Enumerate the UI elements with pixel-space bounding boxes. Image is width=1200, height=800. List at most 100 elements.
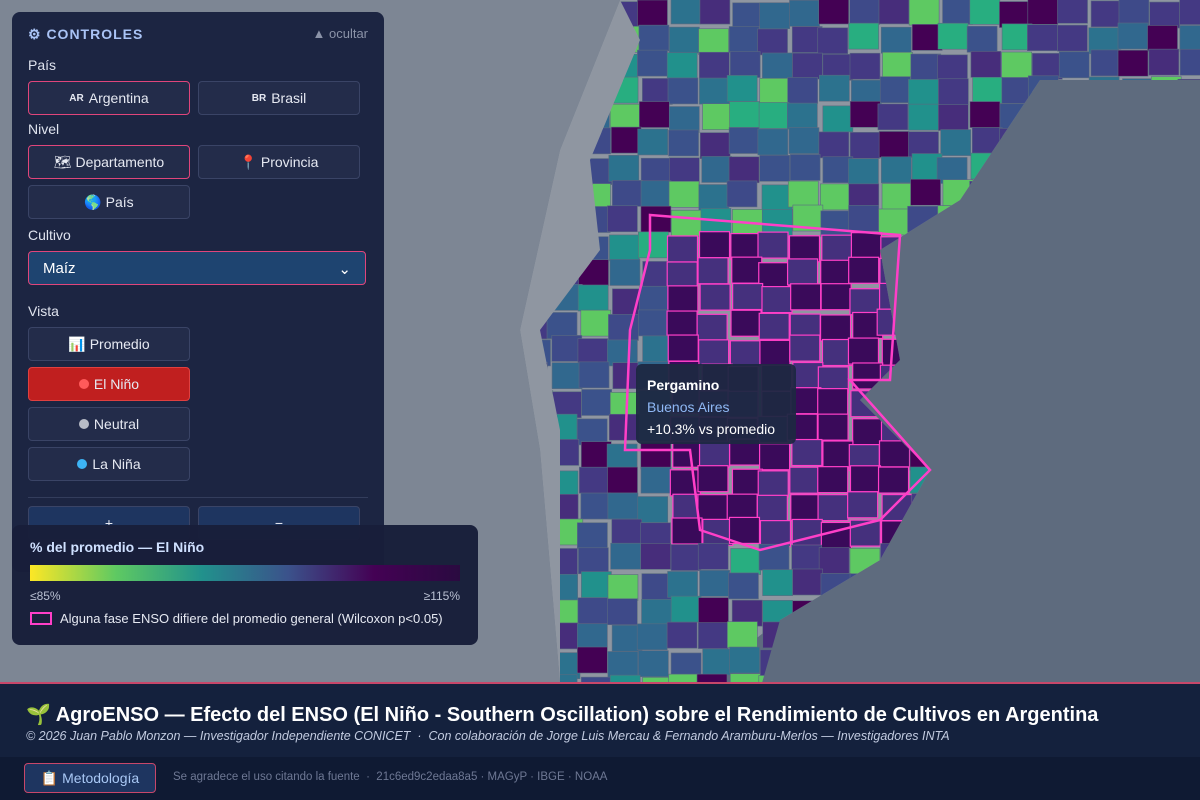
region[interactable] (881, 156, 912, 184)
region[interactable] (820, 521, 852, 550)
region[interactable] (848, 205, 879, 232)
region[interactable] (1117, 49, 1149, 77)
region[interactable] (727, 621, 758, 648)
region[interactable] (788, 235, 821, 263)
region[interactable] (936, 157, 968, 184)
region[interactable] (732, 2, 763, 30)
region[interactable] (581, 389, 612, 416)
region[interactable] (791, 544, 822, 572)
region[interactable] (730, 548, 762, 575)
region[interactable] (908, 0, 940, 26)
region[interactable] (1179, 48, 1200, 76)
region[interactable] (697, 257, 729, 285)
region[interactable] (1179, 0, 1200, 25)
region[interactable] (1118, 0, 1150, 26)
region[interactable] (820, 259, 852, 287)
region[interactable] (757, 128, 789, 156)
region[interactable] (847, 491, 879, 519)
region[interactable] (966, 25, 998, 53)
region[interactable] (580, 441, 612, 468)
region[interactable] (789, 334, 821, 362)
region[interactable] (607, 205, 638, 233)
region[interactable] (729, 646, 760, 674)
region[interactable] (577, 522, 608, 550)
region[interactable] (578, 361, 610, 389)
country-button[interactable]: BR Brasil (198, 81, 360, 115)
region[interactable] (728, 516, 761, 545)
region[interactable] (728, 572, 759, 600)
region[interactable] (697, 543, 729, 570)
region[interactable] (641, 573, 673, 600)
region[interactable] (666, 310, 698, 338)
region[interactable] (667, 285, 699, 313)
region[interactable] (578, 547, 609, 575)
region[interactable] (789, 0, 820, 27)
region[interactable] (668, 129, 699, 157)
region[interactable] (1057, 0, 1088, 24)
region[interactable] (698, 51, 730, 79)
region[interactable] (852, 418, 884, 446)
region[interactable] (609, 234, 640, 262)
region[interactable] (640, 205, 672, 233)
region[interactable] (666, 235, 699, 263)
region[interactable] (638, 650, 669, 677)
region[interactable] (607, 574, 639, 601)
region[interactable] (759, 339, 791, 367)
region[interactable] (818, 0, 849, 25)
region[interactable] (762, 52, 793, 80)
region[interactable] (609, 103, 641, 131)
region[interactable] (759, 520, 792, 548)
view-button[interactable]: Neutral (28, 407, 190, 441)
region[interactable] (577, 284, 609, 312)
region[interactable] (698, 339, 730, 367)
region[interactable] (847, 337, 880, 365)
view-button[interactable]: 📊 Promedio (28, 327, 190, 361)
region[interactable] (849, 132, 881, 159)
region[interactable] (728, 156, 760, 184)
region[interactable] (731, 256, 763, 284)
region[interactable] (849, 465, 882, 493)
region[interactable] (822, 440, 854, 468)
region[interactable] (612, 180, 643, 207)
region[interactable] (790, 283, 822, 311)
region[interactable] (667, 571, 698, 598)
region[interactable] (670, 595, 702, 623)
region[interactable] (640, 466, 672, 494)
region[interactable] (576, 418, 608, 446)
region[interactable] (607, 598, 638, 626)
region[interactable] (937, 54, 968, 82)
region[interactable] (669, 157, 700, 185)
region[interactable] (637, 496, 669, 523)
region[interactable] (729, 673, 761, 682)
region[interactable] (821, 234, 853, 262)
view-button[interactable]: El Niño (28, 367, 190, 401)
region[interactable] (908, 79, 939, 106)
region[interactable] (881, 183, 913, 210)
region[interactable] (702, 103, 733, 130)
region[interactable] (611, 518, 643, 546)
region[interactable] (671, 517, 703, 545)
region[interactable] (848, 256, 880, 284)
region[interactable] (610, 126, 642, 154)
region[interactable] (1031, 53, 1063, 80)
crop-select[interactable]: Maíz ⌄ (28, 251, 366, 285)
region[interactable] (699, 283, 731, 311)
region[interactable] (818, 547, 850, 574)
region[interactable] (908, 103, 939, 131)
region[interactable] (728, 127, 760, 154)
region[interactable] (666, 52, 698, 79)
region[interactable] (879, 76, 911, 103)
level-button[interactable]: 📍 Provincia (198, 145, 360, 179)
region[interactable] (817, 494, 849, 522)
region[interactable] (636, 623, 668, 651)
region[interactable] (792, 568, 823, 596)
region[interactable] (789, 154, 821, 181)
region[interactable] (638, 24, 670, 52)
region[interactable] (969, 0, 1001, 25)
region[interactable] (639, 285, 670, 313)
region[interactable] (609, 259, 641, 286)
region[interactable] (551, 362, 583, 389)
region[interactable] (789, 466, 821, 494)
region[interactable] (942, 0, 973, 25)
region[interactable] (940, 129, 971, 156)
